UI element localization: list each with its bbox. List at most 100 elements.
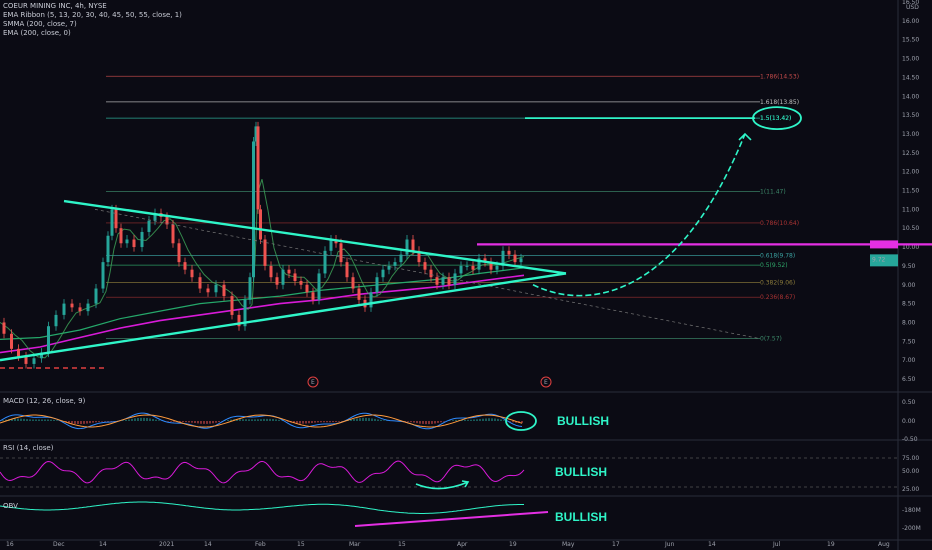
projection-arrowhead xyxy=(738,132,752,141)
candle-body xyxy=(345,262,349,278)
candle-body xyxy=(299,280,303,285)
x-tick-label: 14 xyxy=(99,541,107,548)
obv-tick-label: -180M xyxy=(902,507,921,514)
x-tick-label: 16 xyxy=(6,541,14,548)
candle-body xyxy=(483,258,487,263)
indicator-smma[interactable]: SMMA (200, close, 7) xyxy=(3,20,77,28)
candle-body xyxy=(183,262,187,270)
x-tick-label: 15 xyxy=(398,541,406,548)
fib-level-label: 0.786(10.64) xyxy=(760,220,799,227)
x-tick-label: May xyxy=(562,541,575,548)
obv-line xyxy=(0,501,524,514)
macd-highlight-ellipse xyxy=(505,411,537,431)
candle-body xyxy=(489,262,493,270)
x-tick-label: Jul xyxy=(772,541,781,548)
candle-body xyxy=(305,284,309,293)
candle-body xyxy=(381,269,385,278)
fib-level-label: 0.5(9.52) xyxy=(760,262,788,269)
ema-200-line xyxy=(0,267,525,340)
candle-body xyxy=(70,303,74,308)
projection-arrow xyxy=(532,133,746,297)
candle-body xyxy=(256,126,260,210)
candle-body xyxy=(369,292,373,308)
candle-body xyxy=(206,288,210,293)
candle-body xyxy=(459,265,463,274)
candle-body xyxy=(125,239,129,244)
candle-body xyxy=(86,303,90,312)
candle-body xyxy=(230,296,234,315)
candle-body xyxy=(269,265,273,278)
candle-body xyxy=(106,235,110,263)
rsi-tick-label: 50.00 xyxy=(902,468,919,475)
macd-signal-line xyxy=(0,414,523,428)
obv-bullish-annotation: BULLISH xyxy=(555,510,607,524)
candle-body xyxy=(399,254,403,263)
y-tick-label: 12.50 xyxy=(902,150,919,157)
candle-body xyxy=(114,209,118,229)
rsi-arrow xyxy=(415,481,469,490)
x-tick-label: Dec xyxy=(53,541,65,548)
fib-level-label: 0.382(9.06) xyxy=(760,279,795,286)
x-tick-label: 14 xyxy=(204,541,212,548)
candle-body xyxy=(54,314,58,327)
y-tick-label: 8.00 xyxy=(902,319,916,326)
indicator-ema-ribbon[interactable]: EMA Ribbon (5, 13, 20, 30, 40, 45, 50, 5… xyxy=(3,11,182,19)
candle-body xyxy=(311,292,315,300)
macd-bullish-annotation: BULLISH xyxy=(557,414,609,428)
candle-body xyxy=(519,258,523,263)
symbol-title[interactable]: COEUR MINING INC, 4h, NYSE xyxy=(3,2,107,10)
candle-body xyxy=(281,269,285,285)
target-ellipse xyxy=(752,106,802,131)
y-tick-label: 7.00 xyxy=(902,357,916,364)
candle-body xyxy=(237,314,241,327)
candle-body xyxy=(275,277,279,285)
obv-label[interactable]: OBV xyxy=(3,502,18,510)
y-tick-label: 14.50 xyxy=(902,74,919,81)
candle-body xyxy=(501,250,505,266)
target-label: 1.5(13.42) xyxy=(760,115,791,122)
obv-trendline xyxy=(354,511,549,527)
last-price-label: 9.72 xyxy=(872,256,886,263)
candle-body xyxy=(429,269,433,278)
candle-body xyxy=(78,307,82,312)
x-tick-label: 19 xyxy=(827,541,835,548)
candle-body xyxy=(2,322,6,334)
y-tick-label: 11.00 xyxy=(902,206,919,213)
candle-body xyxy=(110,209,114,236)
rsi-arrowhead xyxy=(461,480,470,488)
macd-label[interactable]: MACD (12, 26, close, 9) xyxy=(3,397,86,405)
candle-body xyxy=(495,265,499,270)
rsi-line xyxy=(0,460,525,484)
candle-body xyxy=(140,231,144,248)
candle-body xyxy=(417,250,421,263)
rsi-bullish-annotation: BULLISH xyxy=(555,465,607,479)
y-tick-label: 14.00 xyxy=(902,93,919,100)
y-tick-label: 6.50 xyxy=(902,376,916,383)
candle-body xyxy=(471,265,475,270)
rsi-label[interactable]: RSI (14, close) xyxy=(3,444,54,452)
event-marker-label: E xyxy=(544,379,548,386)
event-marker-icon xyxy=(540,376,552,388)
candle-body xyxy=(40,352,43,359)
candle-body xyxy=(405,239,409,255)
candle-body xyxy=(32,358,36,364)
y-tick-label: 15.50 xyxy=(902,37,919,44)
candle-body xyxy=(411,239,415,251)
y-tick-label: 15.00 xyxy=(902,56,919,63)
y-tick-label: 10.50 xyxy=(902,225,919,232)
x-tick-label: Feb xyxy=(255,541,266,548)
x-tick-label: Aug xyxy=(878,541,890,548)
macd-tick-label: -0.50 xyxy=(902,436,918,443)
y-tick-label: 10.00 xyxy=(902,244,919,251)
lower-trendline xyxy=(0,272,567,362)
candle-body xyxy=(465,265,469,267)
y-tick-label: 13.50 xyxy=(902,112,919,119)
candle-body xyxy=(94,288,98,304)
candle-body xyxy=(10,333,13,349)
indicator-ema[interactable]: EMA (200, close, 0) xyxy=(3,29,71,37)
y-tick-label: 7.50 xyxy=(902,338,916,345)
candle-body xyxy=(447,277,451,285)
event-marker-icon xyxy=(307,376,319,388)
